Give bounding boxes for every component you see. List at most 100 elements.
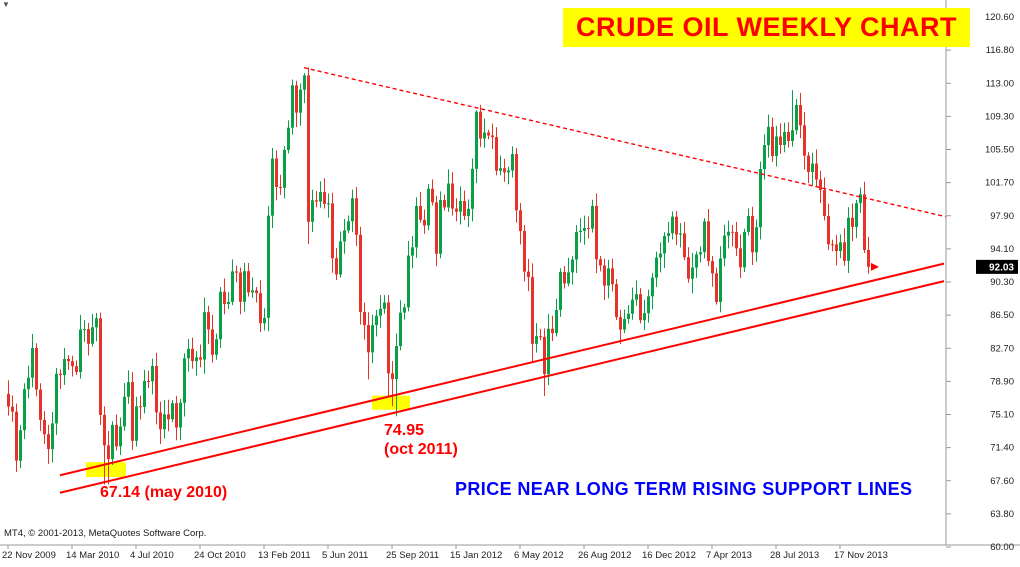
candle-up bbox=[663, 235, 666, 254]
candle-down bbox=[823, 190, 826, 216]
candle-down bbox=[587, 228, 590, 230]
candle-down bbox=[495, 137, 498, 171]
last-price-arrow-icon[interactable] bbox=[871, 262, 879, 271]
date-tick-label: 26 Aug 2012 bbox=[578, 550, 631, 561]
candle-up bbox=[775, 136, 778, 157]
candle-up bbox=[23, 389, 26, 431]
candle-up bbox=[755, 227, 758, 253]
candle-down bbox=[491, 135, 494, 138]
candle-up bbox=[251, 290, 254, 293]
candle-down bbox=[803, 125, 806, 156]
candle-down bbox=[435, 202, 438, 254]
annotation-low-oct2011-date: (oct 2011) bbox=[384, 441, 458, 458]
candle-up bbox=[667, 233, 670, 236]
candle-up bbox=[287, 127, 290, 150]
date-tick-label: 4 Jul 2010 bbox=[130, 550, 174, 561]
low-highlight-box bbox=[372, 395, 410, 410]
candle-down bbox=[819, 179, 822, 191]
candle-down bbox=[107, 445, 110, 460]
candle-up bbox=[187, 348, 190, 359]
candle-down bbox=[527, 271, 530, 278]
candle-up bbox=[219, 291, 222, 340]
candle-up bbox=[651, 277, 654, 297]
candle-down bbox=[519, 210, 522, 232]
date-tick-label: 7 Apr 2013 bbox=[706, 550, 752, 561]
candle-up bbox=[171, 403, 174, 420]
annotation-low-oct2011: 74.95 (oct 2011) bbox=[384, 421, 458, 459]
candle-up bbox=[267, 215, 270, 318]
candle-up bbox=[403, 307, 406, 313]
candle-up bbox=[111, 424, 114, 460]
candle-up bbox=[839, 242, 842, 252]
chart-title-banner: CRUDE OIL WEEKLY CHART bbox=[563, 8, 971, 47]
price-tick-label: 97.90 bbox=[990, 211, 1014, 222]
candle-down bbox=[367, 325, 370, 353]
candle-down bbox=[167, 414, 170, 420]
candle-up bbox=[415, 205, 418, 248]
candle-up bbox=[203, 312, 206, 360]
candle-up bbox=[643, 313, 646, 321]
candle-up bbox=[659, 253, 662, 258]
candle-down bbox=[235, 271, 238, 273]
candle-up bbox=[635, 294, 638, 300]
candle-down bbox=[543, 336, 546, 375]
candle-down bbox=[419, 205, 422, 220]
candle-up bbox=[231, 271, 234, 302]
candle-down bbox=[47, 434, 50, 450]
candle-down bbox=[147, 381, 150, 383]
candle-down bbox=[295, 85, 298, 113]
candle-down bbox=[431, 188, 434, 203]
chart-shift-marker-icon[interactable]: ▼ bbox=[2, 0, 10, 9]
candle-up bbox=[723, 235, 726, 259]
candle-up bbox=[747, 215, 750, 232]
candle-up bbox=[339, 241, 342, 275]
price-tick-label: 71.40 bbox=[990, 443, 1014, 454]
rising-support-line[interactable] bbox=[59, 262, 945, 477]
candle-down bbox=[391, 373, 394, 380]
candle-down bbox=[131, 382, 134, 441]
candle-up bbox=[791, 130, 794, 142]
candle-down bbox=[807, 155, 810, 173]
candle-up bbox=[475, 111, 478, 169]
date-tick-label: 28 Jul 2013 bbox=[770, 550, 819, 561]
candle-down bbox=[711, 261, 714, 274]
current-price-badge bbox=[976, 259, 1018, 274]
candle-down bbox=[851, 217, 854, 227]
candle-up bbox=[671, 216, 674, 234]
candle-up bbox=[567, 272, 570, 284]
candle-up bbox=[727, 231, 730, 236]
candle-down bbox=[71, 361, 74, 367]
date-tick-label: 17 Nov 2013 bbox=[834, 550, 888, 561]
candle-up bbox=[379, 308, 382, 316]
candle-up bbox=[351, 198, 354, 222]
date-tick-label: 6 May 2012 bbox=[514, 550, 564, 561]
candle-down bbox=[115, 424, 118, 447]
candle-up bbox=[91, 327, 94, 344]
candle-up bbox=[299, 89, 302, 113]
rising-support-line[interactable] bbox=[59, 280, 945, 494]
candle-down bbox=[359, 234, 362, 312]
candle-up bbox=[763, 145, 766, 170]
candle-down bbox=[35, 348, 38, 390]
price-tick-label: 94.10 bbox=[990, 244, 1014, 255]
candle-down bbox=[843, 242, 846, 261]
candle-down bbox=[539, 336, 542, 338]
candle-down bbox=[827, 215, 830, 245]
candle-up bbox=[447, 183, 450, 208]
price-tick-label: 90.30 bbox=[990, 277, 1014, 288]
candle-down bbox=[683, 233, 686, 258]
candle-up bbox=[627, 313, 630, 319]
candle-down bbox=[771, 126, 774, 157]
candle-up bbox=[719, 258, 722, 303]
candle-down bbox=[463, 201, 466, 217]
candle-up bbox=[499, 168, 502, 171]
candle-up bbox=[407, 255, 410, 308]
candle-up bbox=[283, 149, 286, 188]
candle-down bbox=[139, 406, 142, 408]
candle-up bbox=[135, 406, 138, 441]
candle-up bbox=[127, 382, 130, 397]
descending-dashed-trendline[interactable] bbox=[303, 67, 952, 218]
candle-down bbox=[615, 284, 618, 318]
